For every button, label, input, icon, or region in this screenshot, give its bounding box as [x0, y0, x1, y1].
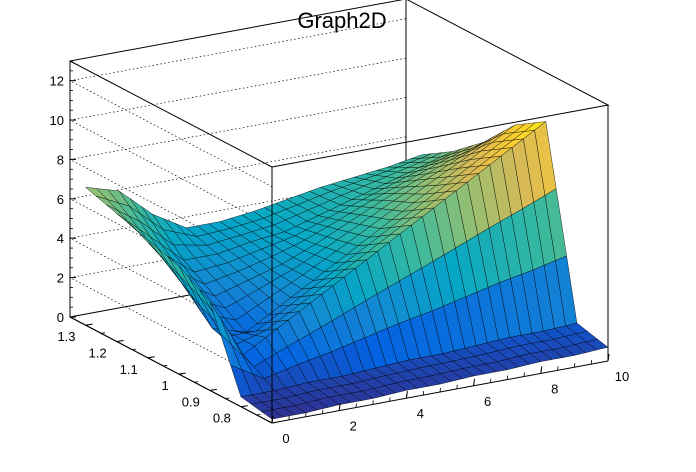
x-minor-tick [557, 366, 559, 371]
x-tick-label: 6 [484, 394, 491, 409]
x-minor-tick [456, 384, 458, 389]
x-minor-tick [422, 391, 425, 396]
y-minor-tick [240, 405, 245, 408]
y-minor-tick [101, 332, 106, 334]
y-minor-tick [256, 413, 261, 416]
y-minor-tick [163, 365, 168, 367]
x-minor-tick [389, 397, 391, 402]
x-minor-tick [540, 369, 542, 374]
y-minor-tick [116, 340, 121, 342]
chart-title: Graph2D [297, 8, 386, 33]
x-tick-label: 10 [615, 369, 629, 384]
x-minor-tick [590, 360, 593, 365]
x-tick-label: 8 [551, 381, 558, 396]
x-minor-tick [322, 409, 324, 414]
surface-mesh [84, 121, 609, 420]
y-minor-tick [132, 348, 137, 351]
x-minor-tick [574, 363, 576, 368]
x-minor-tick [305, 412, 307, 417]
y-minor-tick [147, 356, 152, 359]
x-minor-tick [607, 356, 609, 362]
gridline-z [68, 18, 407, 188]
y-tick-label: 1.1 [120, 362, 138, 377]
z-tick-label: 6 [57, 192, 64, 207]
x-tick-label: 2 [350, 419, 357, 434]
z-tick-label: 4 [57, 231, 64, 246]
x-tick-label: 0 [282, 431, 289, 446]
x-minor-tick [473, 381, 475, 386]
x-minor-tick [406, 394, 408, 399]
x-minor-tick [439, 387, 441, 393]
x-minor-tick [288, 415, 290, 420]
y-minor-tick [178, 373, 183, 375]
y-minor-tick [271, 422, 277, 424]
surface-cell [585, 338, 609, 351]
x-minor-tick [490, 378, 492, 383]
y-tick-label: 1.2 [89, 345, 107, 360]
x-tick-label: 4 [417, 406, 424, 421]
z-tick-label: 10 [50, 113, 64, 128]
y-minor-tick [194, 381, 199, 383]
z-tick-label: 0 [57, 310, 64, 325]
x-minor-tick [271, 418, 273, 424]
axis-box-front [271, 0, 610, 423]
x-minor-tick [338, 406, 341, 411]
y-tick-label: 0.8 [213, 411, 231, 426]
x-minor-tick [506, 375, 509, 380]
y-minor-tick [69, 316, 75, 318]
x-minor-tick [372, 400, 374, 405]
y-axis-line [69, 316, 273, 424]
y-minor-tick [85, 324, 90, 326]
y-minor-tick [209, 389, 214, 391]
y-tick-label: 1.3 [57, 329, 75, 344]
y-tick-label: 0.9 [182, 394, 200, 409]
x-minor-tick [523, 372, 525, 377]
x-minor-tick [355, 403, 357, 408]
z-tick-label: 2 [57, 271, 64, 286]
z-tick-label: 12 [50, 74, 64, 89]
y-minor-tick [225, 397, 230, 399]
z-tick-label: 8 [57, 152, 64, 167]
axes: 0 2 4 6 8 10 12 0 2 4 6 8 10 0.8 0.9 1 1.1 1.2 1.3 [50, 60, 629, 446]
y-tick-label: 1 [162, 378, 169, 393]
